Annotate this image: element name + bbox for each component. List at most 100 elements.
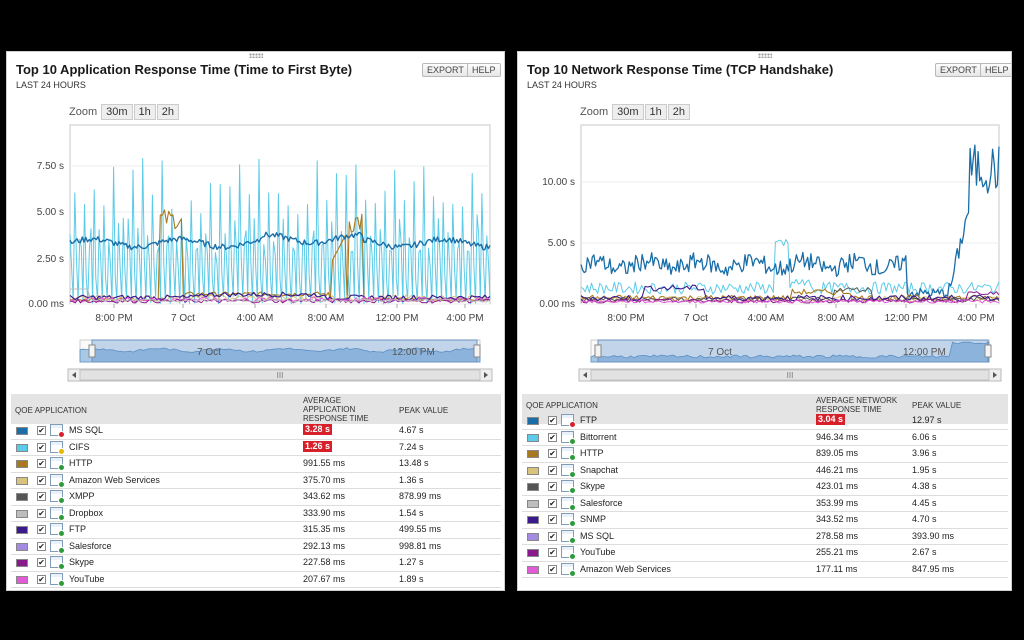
table-row[interactable]: ✔ SNMP 343.52 ms 4.70 s <box>522 512 1008 529</box>
table-row[interactable]: ✔ Salesforce 353.99 ms 4.45 s <box>522 496 1008 512</box>
average-response-time: 227.58 ms <box>303 557 346 567</box>
zoom-1h-button[interactable]: 1h <box>133 104 156 120</box>
col-qoe-application: QOE APPLICATION <box>526 401 598 410</box>
table-row[interactable]: ✔ Skype 423.01 ms 4.38 s <box>522 479 1008 496</box>
navigator-handle-right[interactable] <box>984 344 992 358</box>
x-tick-label: 12:00 PM <box>376 313 419 324</box>
zoom-1h-button[interactable]: 1h <box>644 104 667 120</box>
table-row[interactable]: ✔ Bittorrent 946.34 ms 6.06 s <box>522 430 1008 446</box>
y-tick-label: 2.50 s <box>37 254 64 265</box>
zoom-2h-button[interactable]: 2h <box>156 104 180 120</box>
drag-handle-icon[interactable] <box>248 53 263 58</box>
x-tick-label: 8:00 AM <box>308 313 345 324</box>
average-response-time: 991.55 ms <box>303 458 346 468</box>
scroll-right-icon[interactable] <box>484 372 488 378</box>
average-response-time: 423.01 ms <box>816 481 859 491</box>
status-person-icon <box>58 431 65 438</box>
table-row[interactable]: ✔ XMPP 343.62 ms 878.99 ms <box>11 489 501 506</box>
table-row[interactable]: ✔ Snapchat 446.21 ms 1.95 s <box>522 463 1008 479</box>
series-color-swatch <box>527 565 539 574</box>
panel-title: Top 10 Application Response Time (Time t… <box>16 62 353 77</box>
series-visibility-checkbox[interactable]: ✔ <box>548 515 557 524</box>
average-response-time: 353.99 ms <box>816 497 859 508</box>
help-button[interactable]: HELP <box>467 63 501 77</box>
peak-value: 2.67 s <box>912 547 937 557</box>
series-visibility-checkbox[interactable]: ✔ <box>37 558 46 567</box>
response-time-chart[interactable]: 7.50 s 5.00 s 2.50 s 0.00 ms 8:00 PM 7 Oct 4:0… <box>7 52 505 387</box>
peak-value: 3.96 s <box>912 448 937 458</box>
series-visibility-checkbox[interactable]: ✔ <box>37 525 46 534</box>
x-tick-label: 7 Oct <box>684 313 708 324</box>
navigator-handle-right[interactable] <box>473 344 481 358</box>
network-response-panel: Top 10 Network Response Time (TCP Handsh… <box>517 51 1012 591</box>
series-visibility-checkbox[interactable]: ✔ <box>548 564 557 574</box>
status-person-icon <box>58 464 65 471</box>
response-time-chart[interactable]: 10.00 s 5.00 s 0.00 ms 8:00 PM 7 Oct 4:00 AM 8… <box>518 52 1012 387</box>
series-visibility-checkbox[interactable]: ✔ <box>548 449 557 458</box>
navigator-label: 7 Oct <box>197 347 221 358</box>
table-row[interactable]: ✔ HTTP 991.55 ms 13.48 s <box>11 456 501 473</box>
table-row[interactable]: ✔ FTP 315.35 ms 499.55 ms <box>11 522 501 539</box>
drag-handle-icon[interactable] <box>757 53 772 58</box>
table-row[interactable]: ✔ YouTube 255.21 ms 2.67 s <box>522 545 1008 562</box>
x-tick-label: 7 Oct <box>171 313 195 324</box>
series-visibility-checkbox[interactable]: ✔ <box>548 416 557 425</box>
table-row[interactable]: ✔ Skype 227.58 ms 1.27 s <box>11 555 501 572</box>
application-name: YouTube <box>69 573 105 584</box>
series-visibility-checkbox[interactable]: ✔ <box>548 548 557 557</box>
series-color-swatch <box>16 427 28 435</box>
table-row[interactable]: ✔ YouTube 207.67 ms 1.89 s <box>11 572 501 588</box>
series-visibility-checkbox[interactable]: ✔ <box>548 482 557 491</box>
peak-value: 878.99 ms <box>399 491 442 501</box>
x-tick-label: 12:00 PM <box>885 313 928 324</box>
average-response-time: 315.35 ms <box>303 524 346 534</box>
zoom-30m-button[interactable]: 30m <box>101 104 133 120</box>
table-row[interactable]: ✔ HTTP 839.05 ms 3.96 s <box>522 446 1008 463</box>
series-visibility-checkbox[interactable]: ✔ <box>37 426 46 435</box>
navigator-handle-left[interactable] <box>594 344 602 358</box>
application-name: Amazon Web Services <box>69 474 160 485</box>
series-visibility-checkbox[interactable]: ✔ <box>548 531 557 541</box>
table-row[interactable]: ✔ MS SQL 3.28 s 4.67 s <box>11 423 501 440</box>
series-visibility-checkbox[interactable]: ✔ <box>548 432 557 442</box>
scroll-left-icon[interactable] <box>583 372 587 378</box>
application-window-icon <box>50 556 65 570</box>
application-window-icon <box>561 513 576 527</box>
zoom-label: Zoom <box>69 106 98 118</box>
application-name: XMPP <box>69 491 95 501</box>
series-visibility-checkbox[interactable]: ✔ <box>37 541 46 551</box>
app-response-panel: Top 10 Application Response Time (Time t… <box>6 51 505 591</box>
zoom-2h-button[interactable]: 2h <box>667 104 691 120</box>
scrollbar-thumb[interactable] <box>79 369 481 381</box>
peak-value: 13.48 s <box>399 458 429 468</box>
scrollbar-thumb[interactable] <box>590 369 990 381</box>
table-row[interactable]: ✔ CIFS 1.26 s 7.24 s <box>11 440 501 456</box>
scroll-left-icon[interactable] <box>72 372 76 378</box>
series-visibility-checkbox[interactable]: ✔ <box>548 465 557 475</box>
table-row[interactable]: ✔ Amazon Web Services 375.70 ms 1.36 s <box>11 473 501 489</box>
average-response-time: 839.05 ms <box>816 448 859 458</box>
col-peak-value: PEAK VALUE <box>399 406 449 415</box>
zoom-30m-button[interactable]: 30m <box>612 104 644 120</box>
series-visibility-checkbox[interactable]: ✔ <box>37 492 46 501</box>
table-row[interactable]: ✔ Dropbox 333.90 ms 1.54 s <box>11 506 501 522</box>
series-visibility-checkbox[interactable]: ✔ <box>37 459 46 468</box>
x-tick-label: 4:00 PM <box>446 313 483 324</box>
table-row[interactable]: ✔ FTP 3.04 s 12.97 s <box>522 413 1008 430</box>
status-person-icon <box>569 454 576 461</box>
series-visibility-checkbox[interactable]: ✔ <box>37 475 46 485</box>
series-visibility-checkbox[interactable]: ✔ <box>548 498 557 508</box>
series-visibility-checkbox[interactable]: ✔ <box>37 442 46 452</box>
series-visibility-checkbox[interactable]: ✔ <box>37 574 46 584</box>
peak-value: 4.45 s <box>912 497 937 508</box>
scroll-right-icon[interactable] <box>993 372 997 378</box>
table-row[interactable]: ✔ Salesforce 292.13 ms 998.81 ms <box>11 539 501 555</box>
help-button[interactable]: HELP <box>980 63 1011 77</box>
series-visibility-checkbox[interactable]: ✔ <box>37 508 46 518</box>
navigator-handle-left[interactable] <box>88 344 96 358</box>
application-name: Amazon Web Services <box>580 563 671 574</box>
table-row[interactable]: ✔ Amazon Web Services 177.11 ms 847.95 ms <box>522 562 1008 578</box>
status-person-icon <box>569 569 576 577</box>
table-row[interactable]: ✔ MS SQL 278.58 ms 393.90 ms <box>522 529 1008 545</box>
